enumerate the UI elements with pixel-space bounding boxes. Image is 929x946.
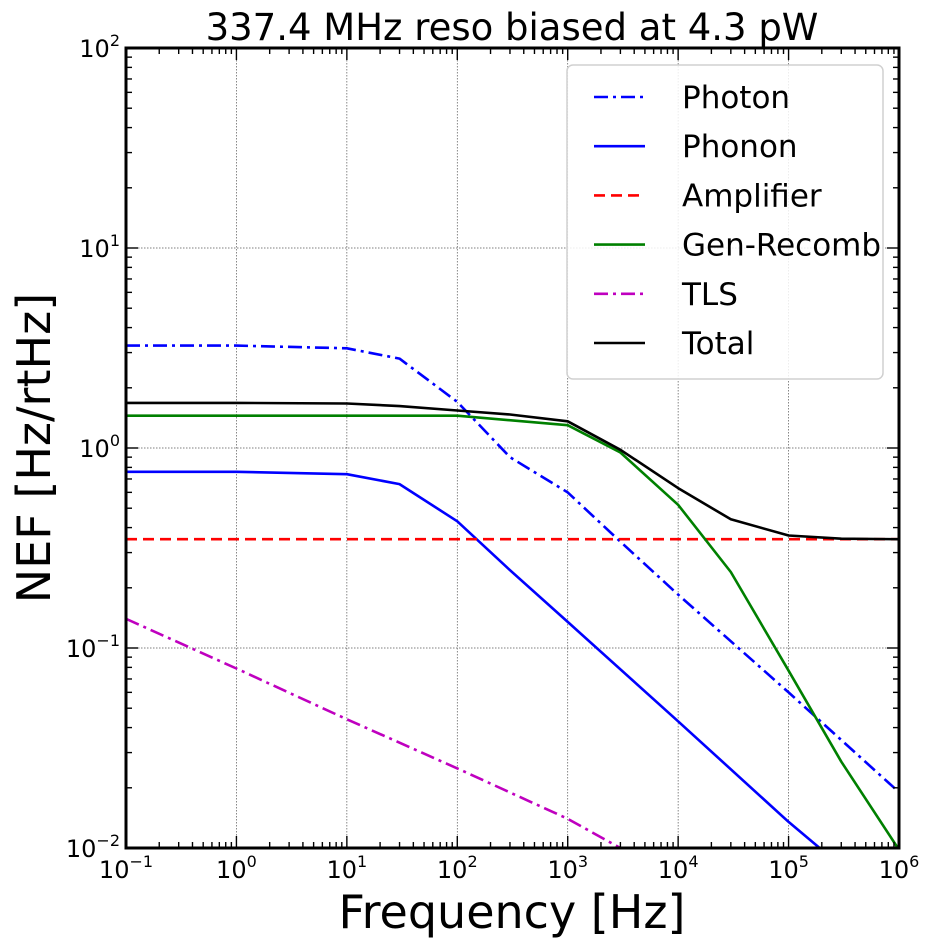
series-line-total bbox=[126, 401, 899, 541]
x-tick-label: 105 bbox=[768, 852, 809, 884]
series-line-gen-recomb bbox=[126, 414, 899, 848]
chart-title: 337.4 MHz reso biased at 4.3 pW bbox=[206, 6, 819, 49]
y-tick-label: 100 bbox=[79, 431, 120, 463]
series-line-photon bbox=[126, 344, 899, 794]
series-line-phonon bbox=[126, 470, 822, 848]
x-tick-label: 102 bbox=[437, 852, 478, 884]
series-line-tls bbox=[126, 617, 623, 848]
y-tick-label: 10−2 bbox=[66, 831, 120, 863]
y-tick-label: 102 bbox=[79, 31, 120, 63]
legend-label-total: Total bbox=[681, 326, 754, 362]
x-tick-label: 103 bbox=[547, 852, 588, 884]
x-tick-label: 104 bbox=[658, 852, 699, 884]
x-axis-label: Frequency [Hz] bbox=[339, 885, 686, 939]
legend: Photon Phonon Amplifier Gen-Recomb TLS Total bbox=[566, 64, 884, 380]
x-tick-label: 100 bbox=[216, 852, 257, 884]
x-tick-label: 101 bbox=[326, 852, 367, 884]
legend-label-phonon: Phonon bbox=[682, 129, 798, 165]
legend-label-photon: Photon bbox=[682, 80, 790, 116]
y-axis-label: NEF [Hz/rtHz] bbox=[7, 293, 61, 603]
legend-label-amplifier: Amplifier bbox=[682, 178, 822, 214]
curves bbox=[126, 344, 899, 848]
y-tick-label: 101 bbox=[79, 231, 120, 263]
plot-frame bbox=[124, 46, 901, 850]
legend-box bbox=[566, 64, 884, 380]
y-tick-label: 10−1 bbox=[66, 631, 120, 663]
legend-label-gen-recomb: Gen-Recomb bbox=[682, 228, 881, 264]
legend-label-tls: TLS bbox=[681, 277, 738, 313]
x-tick-label: 10−1 bbox=[99, 852, 153, 884]
x-tick-label: 106 bbox=[879, 852, 920, 884]
